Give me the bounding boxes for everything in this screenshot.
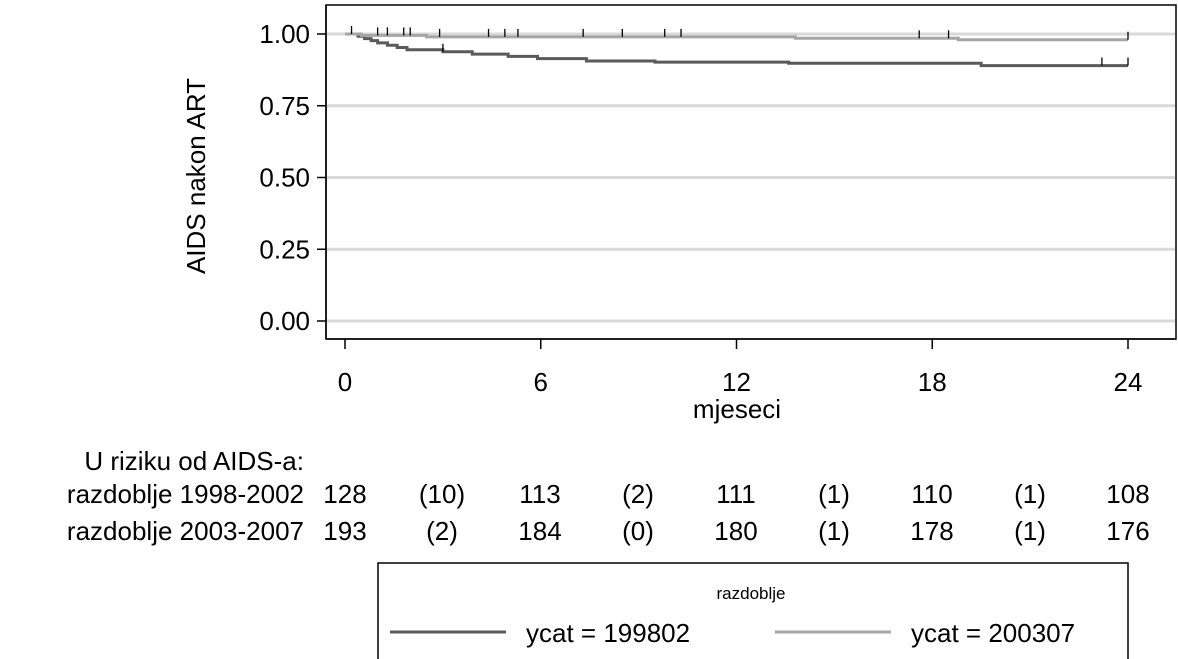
risk-cell-1-7: (1) [1014,516,1046,546]
series-layer [345,26,1129,68]
risk-cell-1-5: (1) [818,516,850,546]
y-tick-label-4: 1.00 [259,19,310,49]
y-tick-label-1: 0.25 [259,234,310,264]
risk-cell-0-0: 128 [323,479,366,509]
risk-cell-1-0: 193 [323,516,366,546]
risk-cell-0-6: 110 [911,479,952,509]
x-tick-label-2: 12 [722,367,751,397]
risk-cell-1-8: 176 [1106,516,1149,546]
legend-box [377,562,1129,659]
risk-cell-0-5: (1) [818,479,850,509]
legend: razdoblje ycat = 199802 ycat = 200307 [377,562,1129,659]
x-axis: 0 6 12 18 24 [326,338,1176,397]
legend-label-ycat-199802: ycat = 199802 [526,618,690,648]
risk-row-label-0: razdoblje 1998-2002 [67,479,304,509]
risk-cell-0-7: (1) [1014,479,1046,509]
legend-title: razdoblje [717,584,786,603]
risk-cell-0-1: (10) [419,479,465,509]
risk-cell-1-1: (2) [426,516,458,546]
plot-frame [325,4,1177,340]
risk-table: U riziku od AIDS-a: razdoblje 1998-2002 1… [67,446,1150,546]
series-line-ycat-200307 [345,32,1128,42]
risk-cell-0-8: 108 [1106,479,1149,509]
risk-row-label-1: razdoblje 2003-2007 [67,516,304,546]
y-axis-title: AIDS nakon ART [181,78,211,274]
risk-cell-1-3: (0) [622,516,654,546]
risk-cell-0-3: (2) [622,479,654,509]
risk-table-header: U riziku od AIDS-a: [84,446,304,476]
risk-cell-1-6: 178 [910,516,953,546]
y-tick-label-3: 0.75 [259,91,310,121]
legend-label-ycat-200307: ycat = 200307 [911,618,1075,648]
x-tick-label-1: 6 [534,367,548,397]
risk-cell-0-2: 113 [519,479,560,509]
y-axis: 0.00 0.25 0.50 0.75 1.00 [259,5,327,339]
risk-cell-1-4: 180 [714,516,757,546]
risk-cell-1-2: 184 [518,516,561,546]
y-tick-label-2: 0.50 [259,163,310,193]
x-tick-label-3: 18 [918,367,947,397]
x-axis-title: mjeseci [693,394,781,424]
gridlines [327,32,1175,323]
risk-cell-0-4: 111 [716,479,756,509]
x-tick-label-0: 0 [338,367,352,397]
x-tick-label-4: 24 [1114,367,1143,397]
y-tick-label-0: 0.00 [259,306,310,336]
